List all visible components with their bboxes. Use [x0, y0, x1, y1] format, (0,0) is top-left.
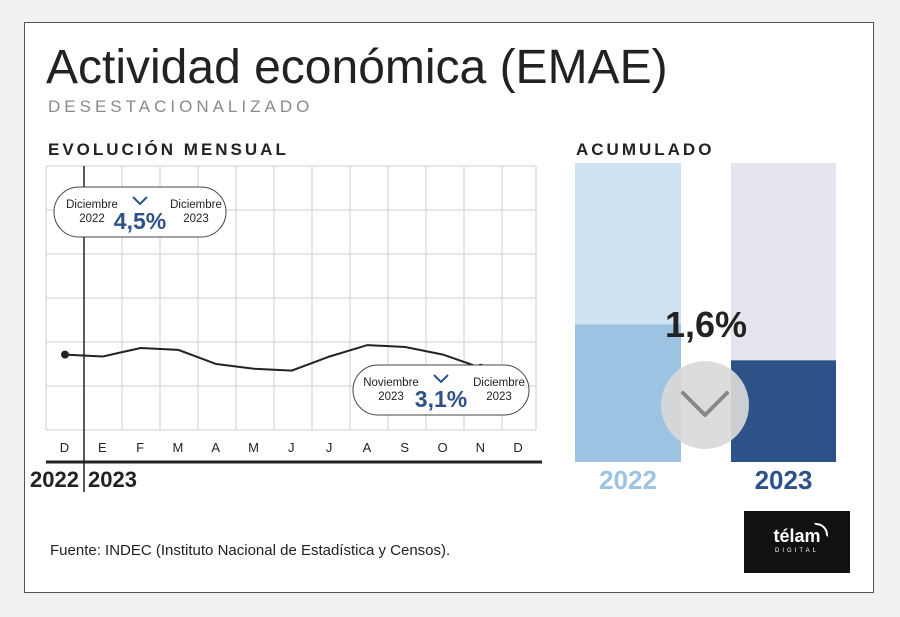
- tick-label-9: S: [400, 440, 410, 455]
- tick-label-1: E: [98, 440, 108, 455]
- tick-label-6: J: [288, 440, 296, 455]
- down-indicator-circle: [661, 361, 749, 449]
- tick-label-11: N: [476, 440, 486, 455]
- tick-label-10: O: [437, 440, 448, 455]
- telam-logo: télam DIGITAL: [744, 511, 850, 573]
- tick-label-8: A: [363, 440, 373, 455]
- monthly-heading: EVOLUCIÓN MENSUAL: [48, 140, 289, 159]
- page-subtitle: DESESTACIONALIZADO: [48, 97, 314, 116]
- bar-year-label-2022: 2022: [599, 465, 657, 495]
- annotation-chevron-down-icon-1: [433, 374, 449, 384]
- annotation-to-line2-0: 2023: [183, 213, 209, 225]
- annotation-from-line1-0: Diciembre: [66, 199, 118, 211]
- cumulative-change: 1,6%: [665, 304, 747, 345]
- annotation-to-line1-1: Diciembre: [473, 377, 525, 389]
- annotation-chevron-down-icon-0: [132, 196, 148, 206]
- annotation-bubble-0: [53, 186, 227, 238]
- data-point-0: [61, 350, 69, 359]
- chevron-down-icon: [681, 391, 729, 417]
- logo-name: télam: [773, 526, 821, 546]
- annotation-change-1: 3,1%: [415, 386, 467, 412]
- signal-icon: [814, 523, 828, 537]
- tick-label-5: M: [248, 440, 260, 455]
- annotation-change-0: 4,5%: [114, 208, 166, 234]
- year-label-2023-left: 2023: [88, 467, 137, 492]
- tick-label-3: M: [172, 440, 184, 455]
- annotation-bubble-1: [352, 364, 530, 416]
- source-note: Fuente: INDEC (Instituto Nacional de Est…: [50, 542, 451, 559]
- cumulative-heading: ACUMULADO: [576, 140, 715, 159]
- annotation-to-line2-1: 2023: [486, 391, 512, 403]
- tick-label-4: A: [211, 440, 221, 455]
- annotation-from-line2-1: 2023: [378, 391, 404, 403]
- tick-label-12: D: [513, 440, 523, 455]
- annotation-from-line2-0: 2022: [79, 213, 105, 225]
- tick-label-2: F: [136, 440, 145, 455]
- tick-label-7: J: [326, 440, 334, 455]
- annotation-to-line1-0: Diciembre: [170, 199, 222, 211]
- bar-year-label-2023: 2023: [755, 465, 813, 495]
- tick-label-0: D: [60, 440, 70, 455]
- page-title: Actividad económica (EMAE): [46, 41, 668, 94]
- year-label-2022-left: 2022: [30, 467, 79, 492]
- annotation-from-line1-1: Noviembre: [363, 377, 419, 389]
- logo-sub: DIGITAL: [775, 548, 819, 554]
